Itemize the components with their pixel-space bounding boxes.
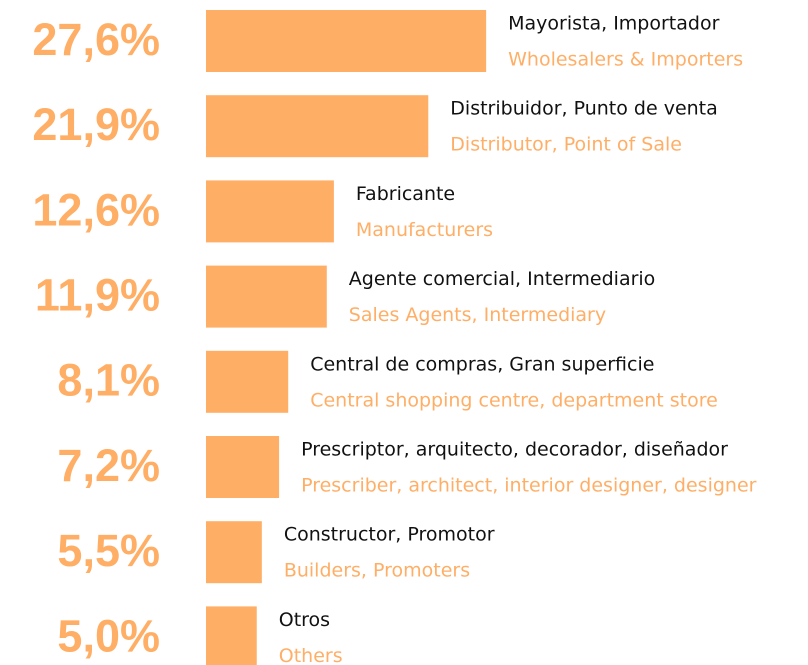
category-translation: Distributor, Point of Sale [450,134,682,156]
category-label: Agente comercial, Intermediario [349,268,656,290]
bar [206,436,280,498]
category-label: Constructor, Promotor [284,524,495,546]
category-label: Central de compras, Gran superficie [310,353,654,375]
value-label: 21,9% [32,99,160,150]
category-translation: Others [279,645,343,665]
value-label: 12,6% [32,184,160,235]
category-label: Fabricante [356,183,455,205]
category-translation: Sales Agents, Intermediary [349,304,606,326]
bar [206,95,429,158]
category-translation: Central shopping centre, department stor… [310,389,718,411]
category-label: Prescriptor, arquitecto, decorador, dise… [301,439,728,461]
bar [206,521,262,584]
category-label: Distribuidor, Punto de venta [450,98,717,120]
category-translation: Manufacturers [356,219,493,241]
value-label: 8,1% [57,355,160,406]
category-translation: Builders, Promoters [284,560,470,582]
value-label: 11,9% [35,269,160,320]
bar [206,10,487,72]
bar [206,350,289,413]
category-label: Otros [279,609,330,631]
category-translation: Wholesalers & Importers [508,49,743,71]
value-label: 7,2% [57,440,160,491]
category-translation: Prescriber, architect, interior designer… [301,475,757,497]
category-label: Mayorista, Importador [508,13,719,35]
bar [206,180,334,243]
bar [206,265,327,328]
value-label: 5,5% [57,525,160,576]
value-label: 27,6% [32,14,160,65]
bar [206,606,257,665]
value-label: 5,0% [57,610,160,661]
